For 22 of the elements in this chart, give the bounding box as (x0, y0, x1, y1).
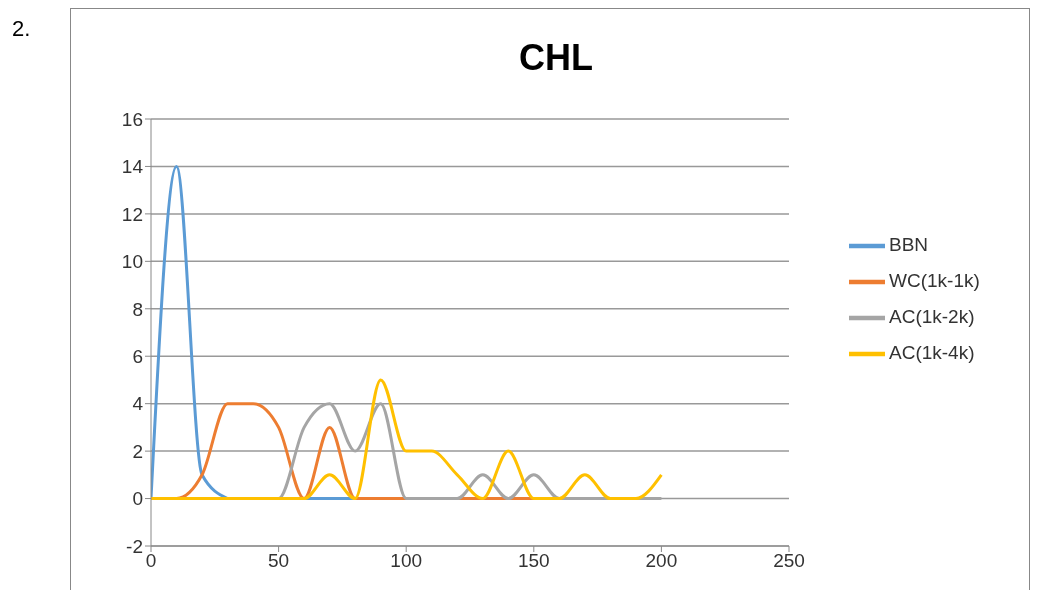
x-tick-label: 50 (268, 550, 290, 572)
legend-label: AC(1k-4k) (889, 342, 975, 364)
legend-label: WC(1k-1k) (889, 270, 980, 292)
y-tick-label: 8 (132, 298, 143, 320)
chart-title: CHL (518, 37, 594, 79)
x-tick-label: 200 (645, 550, 678, 572)
y-tick-label: 10 (121, 251, 143, 273)
y-tick-label: 6 (132, 345, 143, 367)
y-tick-label: 14 (121, 156, 144, 178)
x-tick-label: 250 (773, 550, 805, 572)
y-tick-label: 2 (132, 440, 143, 462)
y-tick-label: -2 (126, 535, 143, 557)
y-tick-label: 0 (132, 488, 143, 510)
line-series (151, 378, 663, 501)
x-tick-label: 100 (390, 550, 423, 572)
x-tick-label: 150 (517, 550, 550, 572)
legend-label: BBN (889, 234, 929, 256)
legend-label: AC(1k-2k) (889, 306, 975, 328)
text: 2. (12, 16, 31, 42)
y-tick-label: 4 (132, 393, 144, 415)
y-tick-label: 12 (121, 203, 143, 225)
y-tick-label: 16 (121, 108, 143, 130)
